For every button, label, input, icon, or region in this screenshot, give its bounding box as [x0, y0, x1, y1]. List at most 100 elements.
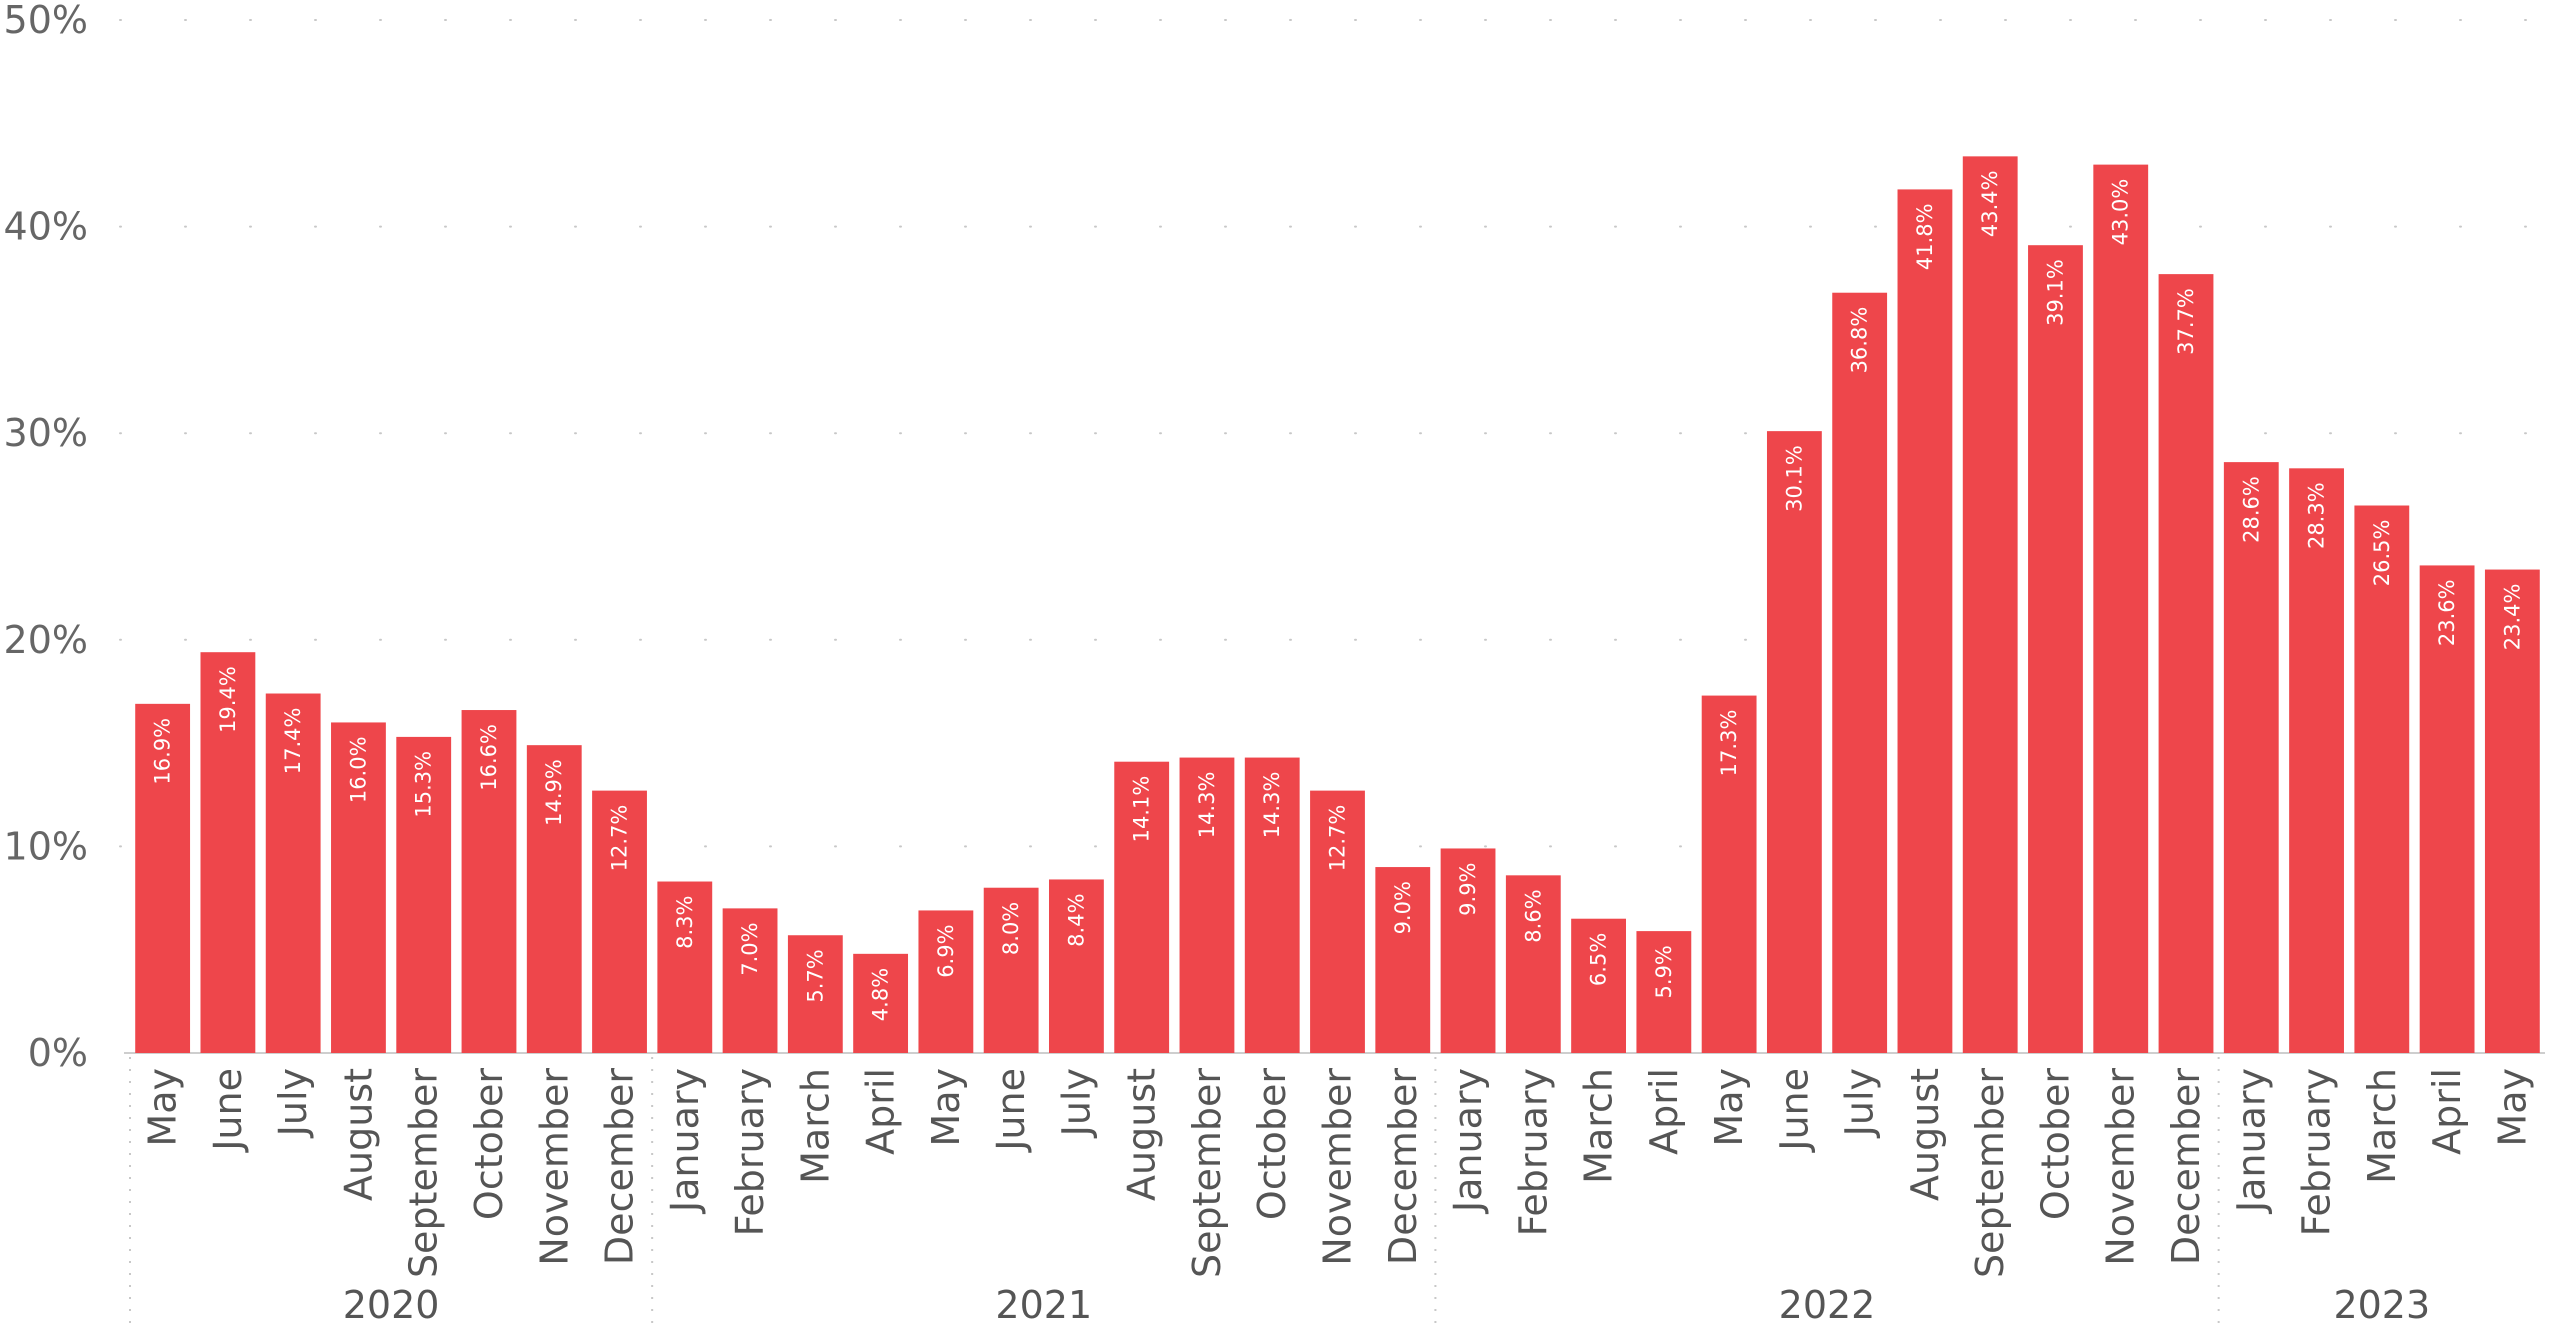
bar — [787, 935, 843, 1053]
bar — [2028, 245, 2083, 1054]
x-axis: May June July August September October Novembe… — [141, 1068, 2535, 1278]
x-tick-label: April — [2425, 1068, 2469, 1155]
data-label: 8.4% — [1064, 893, 1088, 946]
x-tick-label: May — [1707, 1068, 1751, 1147]
data-label: 14.3% — [1195, 772, 1219, 839]
year-label: 2022 — [1779, 1283, 1876, 1326]
bar — [853, 953, 909, 1053]
x-tick-label: January — [663, 1068, 707, 1214]
x-tick-label: July — [1838, 1068, 1882, 1138]
y-tick-label: 40% — [4, 205, 88, 249]
data-label: 41.8% — [1913, 203, 1937, 270]
bar — [265, 693, 321, 1053]
data-label: 6.9% — [934, 924, 958, 977]
x-tick-label: December — [598, 1068, 642, 1265]
bar — [1505, 875, 1561, 1053]
x-tick-label: April — [859, 1068, 903, 1155]
year-label: 2020 — [343, 1283, 440, 1326]
data-label: 14.1% — [1130, 776, 1154, 843]
bars — [135, 156, 2540, 1054]
x-tick-label: March — [2360, 1068, 2404, 1184]
data-label: 23.4% — [2500, 584, 2524, 651]
bar — [918, 910, 974, 1053]
bar — [1179, 757, 1235, 1053]
bar — [2093, 164, 2149, 1053]
x-tick-label: September — [1185, 1068, 1229, 1278]
x-tick-label: May — [924, 1068, 968, 1147]
bar — [2223, 462, 2279, 1053]
year-label: 2023 — [2333, 1283, 2430, 1326]
x-tick-label: November — [532, 1068, 576, 1266]
data-label: 6.5% — [1587, 933, 1611, 986]
x-tick-label: September — [1968, 1068, 2012, 1278]
x-tick-label: November — [1316, 1068, 1360, 1266]
x-tick-label: June — [1772, 1068, 1816, 1153]
data-label: 43.4% — [1978, 170, 2002, 237]
data-label: 4.8% — [869, 968, 893, 1021]
bar — [200, 652, 256, 1053]
bar — [1832, 292, 1888, 1053]
bar — [1310, 790, 1365, 1053]
x-tick-label: June — [989, 1068, 1033, 1153]
data-label: 43.0% — [2109, 179, 2133, 246]
x-tick-label: March — [1577, 1068, 1621, 1184]
x-tick-label: January — [1446, 1068, 1490, 1214]
bar — [1897, 189, 1953, 1054]
data-label: 9.0% — [1391, 881, 1415, 934]
x-tick-label: August — [336, 1068, 380, 1201]
bar — [1962, 156, 2018, 1053]
data-label: 17.4% — [281, 708, 305, 775]
bar — [1375, 867, 1431, 1053]
bar — [2419, 565, 2475, 1053]
data-label: 8.0% — [999, 902, 1023, 955]
data-label: 17.3% — [1717, 710, 1741, 777]
x-tick-label: December — [2164, 1068, 2208, 1265]
y-axis: 0% 10% 20% 30% 40% 50% — [4, 0, 88, 1075]
x-tick-label: August — [1120, 1068, 1164, 1201]
x-tick-label: February — [728, 1068, 772, 1236]
bar — [983, 887, 1039, 1053]
bar — [135, 703, 191, 1053]
bar — [2354, 505, 2410, 1053]
bar — [1636, 931, 1692, 1053]
data-label: 8.6% — [1521, 889, 1545, 942]
bar — [1244, 757, 1300, 1053]
y-tick-label: 10% — [4, 824, 88, 868]
bar — [1049, 879, 1104, 1053]
x-tick-label: February — [2295, 1068, 2339, 1236]
data-label: 19.4% — [216, 666, 240, 733]
x-tick-label: September — [402, 1068, 446, 1278]
x-tick-label: April — [1642, 1068, 1686, 1155]
bar — [592, 790, 647, 1053]
x-tick-label: February — [1511, 1068, 1555, 1236]
x-tick-label: October — [1250, 1068, 1294, 1220]
x-tick-label: August — [1903, 1068, 1947, 1201]
data-label: 39.1% — [2043, 259, 2067, 326]
data-label: 16.6% — [477, 724, 501, 791]
y-tick-label: 30% — [4, 411, 88, 455]
data-labels: 16.9% 19.4% 17.4% 16.0% 15.3% 16.6% 14.9% 12.7%… — [151, 170, 2525, 1021]
x-tick-label: October — [467, 1068, 511, 1220]
year-label: 2021 — [995, 1283, 1092, 1326]
data-label: 28.3% — [2305, 482, 2329, 549]
bar — [1114, 761, 1170, 1053]
x-tick-label: May — [2490, 1068, 2534, 1147]
data-label: 30.1% — [1782, 445, 1806, 512]
bar — [396, 736, 452, 1053]
data-label: 16.0% — [346, 736, 370, 803]
bar — [1766, 431, 1822, 1053]
y-tick-label: 20% — [4, 618, 88, 662]
x-tick-label: May — [141, 1068, 185, 1147]
x-tick-label: March — [793, 1068, 837, 1184]
data-label: 9.9% — [1456, 862, 1480, 915]
data-label: 14.3% — [1260, 772, 1284, 839]
bar — [1701, 695, 1757, 1053]
data-label: 12.7% — [1326, 805, 1350, 872]
data-label: 28.6% — [2239, 476, 2263, 543]
x-tick-label: October — [2033, 1068, 2077, 1220]
x-tick-label: June — [206, 1068, 250, 1153]
bar — [461, 710, 517, 1053]
bar — [1440, 848, 1496, 1053]
y-tick-label: 0% — [28, 1031, 88, 1075]
data-label: 26.5% — [2370, 520, 2394, 587]
